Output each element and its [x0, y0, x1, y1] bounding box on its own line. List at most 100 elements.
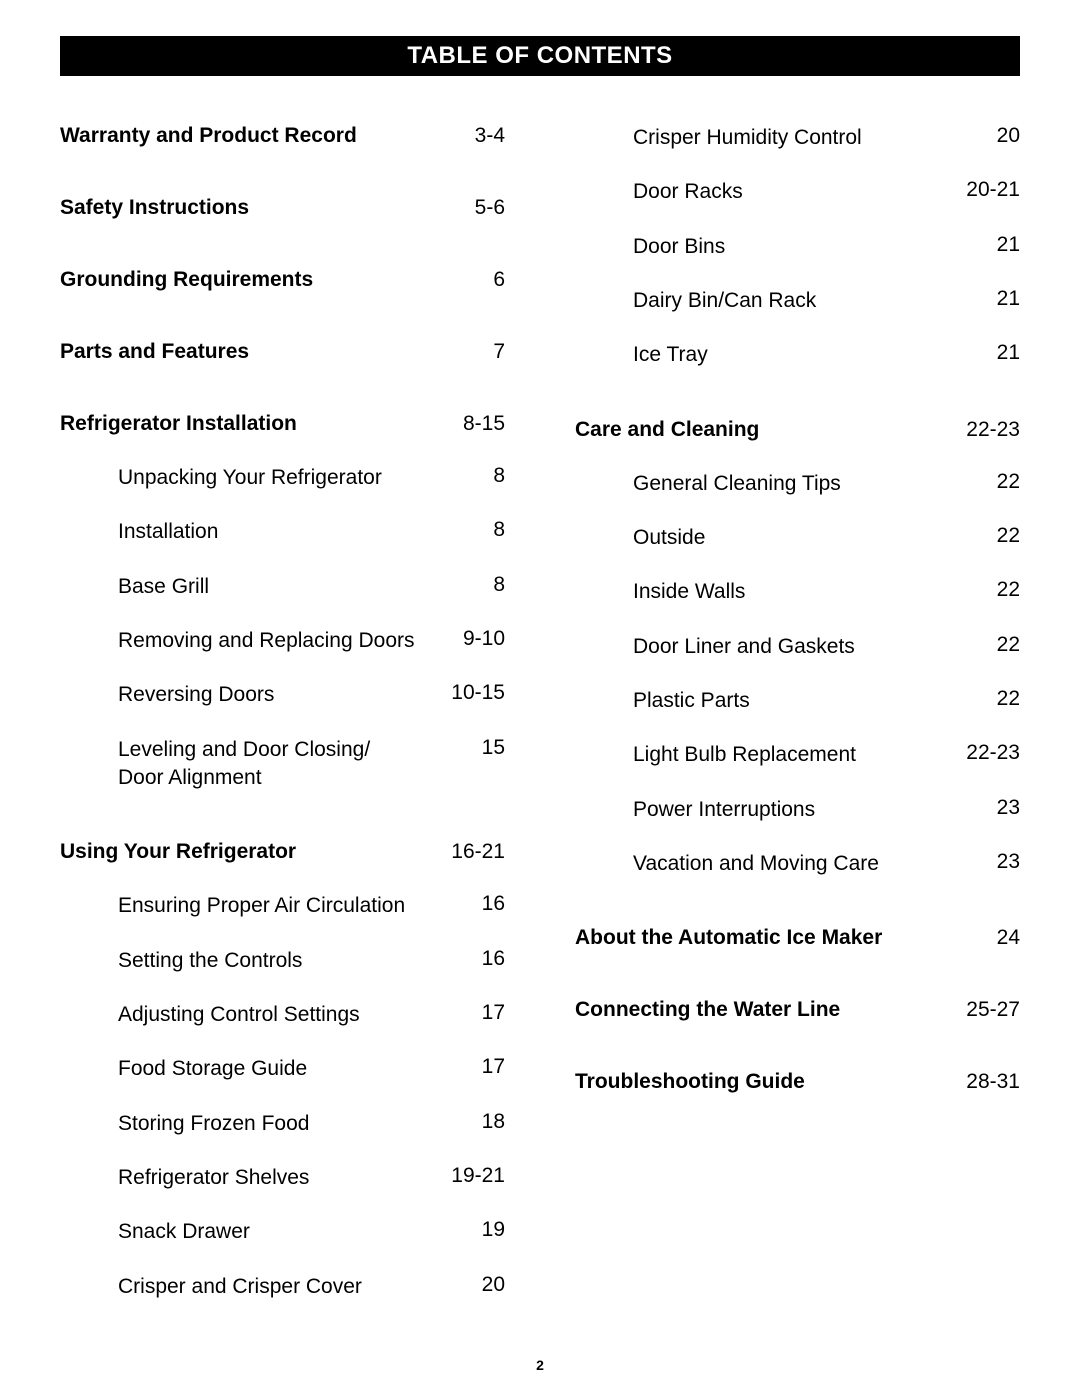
toc-section-page: 28-31: [960, 1070, 1020, 1094]
toc-sub-list: Unpacking Your Refrigerator8 Installation…: [60, 464, 505, 792]
toc-sub-item: Removing and Replacing Doors9-10: [118, 627, 505, 655]
toc-sub-page: 22: [960, 578, 1020, 602]
title-bar: TABLE OF CONTENTS: [60, 36, 1020, 76]
toc-sub-page: 17: [445, 1055, 505, 1079]
toc-sub-label: Snack Drawer: [118, 1218, 250, 1246]
toc-sub-page: 8: [445, 573, 505, 597]
toc-sub-label: Ensuring Proper Air Circulation: [118, 892, 405, 920]
toc-sub-item: Ensuring Proper Air Circulation 16: [118, 892, 505, 920]
toc-section-title: Safety Instructions: [60, 196, 249, 220]
toc-sub-item: Light Bulb Replacement22-23: [633, 741, 1020, 769]
toc-sub-label: Leveling and Door Closing/ Door Alignmen…: [118, 736, 420, 793]
toc-section-header: Connecting the Water Line25-27: [575, 998, 1020, 1022]
toc-section-page: 3-4: [445, 124, 505, 148]
toc-sub-item: Installation8: [118, 518, 505, 546]
toc-sub-label: Adjusting Control Settings: [118, 1001, 360, 1029]
toc-sub-label: Setting the Controls: [118, 947, 302, 975]
toc-sub-label: Refrigerator Shelves: [118, 1164, 309, 1192]
toc-section-title: Troubleshooting Guide: [575, 1070, 805, 1094]
toc-sub-label: Door Liner and Gaskets: [633, 633, 855, 661]
toc-section: Refrigerator Installation 8-15 Unpacking Y…: [60, 412, 505, 792]
toc-sub-item: Door Liner and Gaskets 22: [633, 633, 1020, 661]
toc-sub-label: Base Grill: [118, 573, 209, 601]
toc-section-header: Troubleshooting Guide 28-31: [575, 1070, 1020, 1094]
toc-sub-item: Ice Tray 21: [633, 341, 1020, 369]
toc-sub-page: 18: [445, 1110, 505, 1134]
toc-sub-item: Base Grill 8: [118, 573, 505, 601]
toc-section-header: About the Automatic Ice Maker 24: [575, 926, 1020, 950]
toc-sub-page: 15: [445, 736, 505, 760]
toc-sub-item: Unpacking Your Refrigerator8: [118, 464, 505, 492]
toc-sub-item: Crisper and Crisper Cover 20: [118, 1273, 505, 1301]
toc-section-page: 24: [960, 926, 1020, 950]
toc-sub-label: Crisper Humidity Control: [633, 124, 862, 152]
toc-sub-page: 20: [445, 1273, 505, 1297]
toc-sub-label: Reversing Doors: [118, 681, 274, 709]
toc-sub-label: Vacation and Moving Care: [633, 850, 879, 878]
toc-sub-label: Crisper and Crisper Cover: [118, 1273, 362, 1301]
toc-section: Troubleshooting Guide 28-31: [575, 1070, 1020, 1094]
toc-section-title: Refrigerator Installation: [60, 412, 297, 436]
toc-section-title: About the Automatic Ice Maker: [575, 926, 882, 950]
toc-sub-item: General Cleaning Tips22: [633, 470, 1020, 498]
toc-sub-item: Door Bins 21: [633, 233, 1020, 261]
toc-section-page: 16-21: [445, 840, 505, 864]
toc-sub-page: 21: [960, 233, 1020, 257]
toc-sub-page: 17: [445, 1001, 505, 1025]
toc-sub-page: 22: [960, 524, 1020, 548]
toc-sub-page: 21: [960, 287, 1020, 311]
toc-section: Warranty and Product Record 3-4: [60, 124, 505, 148]
toc-section-header: Using Your Refrigerator16-21: [60, 840, 505, 864]
page-number-text: 2: [536, 1357, 544, 1373]
toc-sub-label: Removing and Replacing Doors: [118, 627, 415, 655]
toc-sub-page: 23: [960, 850, 1020, 874]
toc-sub-page: 20: [960, 124, 1020, 148]
toc-sub-item: Vacation and Moving Care 23: [633, 850, 1020, 878]
toc-section-header: Care and Cleaning22-23: [575, 418, 1020, 442]
toc-sub-page: 16: [445, 892, 505, 916]
toc-sub-page: 20-21: [956, 178, 1020, 202]
toc-sub-item: Food Storage Guide 17: [118, 1055, 505, 1083]
toc-section: Grounding Requirements6: [60, 268, 505, 292]
toc-sub-item: Reversing Doors 10-15: [118, 681, 505, 709]
toc-section-header: Warranty and Product Record 3-4: [60, 124, 505, 148]
toc-sub-page: 22: [960, 470, 1020, 494]
toc-section: About the Automatic Ice Maker 24: [575, 926, 1020, 950]
title-text: TABLE OF CONTENTS: [407, 42, 672, 69]
toc-sub-label: Door Bins: [633, 233, 725, 261]
toc-section-header: Refrigerator Installation 8-15: [60, 412, 505, 436]
toc-sub-page: 22: [960, 633, 1020, 657]
toc-sub-label: Inside Walls: [633, 578, 745, 606]
toc-sub-label: Power Interruptions: [633, 796, 815, 824]
left-column: Warranty and Product Record 3-4 Safety Ins…: [60, 124, 505, 1349]
toc-sub-item: Outside22: [633, 524, 1020, 552]
toc-sub-item: Plastic Parts22: [633, 687, 1020, 715]
toc-section-title: Warranty and Product Record: [60, 124, 357, 148]
toc-section-page: 8-15: [445, 412, 505, 436]
toc-sub-page: 21: [960, 341, 1020, 365]
toc-sub-item: Power Interruptions 23: [633, 796, 1020, 824]
toc-section-title: Connecting the Water Line: [575, 998, 840, 1022]
toc-sub-item: Leveling and Door Closing/ Door Alignmen…: [118, 736, 505, 793]
toc-sub-label: Ice Tray: [633, 341, 708, 369]
toc-sub-item: Adjusting Control Settings 17: [118, 1001, 505, 1029]
toc-sub-list: Ensuring Proper Air Circulation 16 Setting…: [60, 892, 505, 1301]
toc-sub-page: 23: [960, 796, 1020, 820]
toc-section-page: 7: [445, 340, 505, 364]
toc-section-page: 5-6: [445, 196, 505, 220]
toc-sub-item: Storing Frozen Food 18: [118, 1110, 505, 1138]
toc-section-header: Parts and Features7: [60, 340, 505, 364]
toc-sub-label: Food Storage Guide: [118, 1055, 307, 1083]
toc-sub-item: Refrigerator Shelves19-21: [118, 1164, 505, 1192]
toc-section: Parts and Features7: [60, 340, 505, 364]
toc-sub-label: Plastic Parts: [633, 687, 750, 715]
toc-sub-item: Crisper Humidity Control 20: [633, 124, 1020, 152]
toc-sub-page: 10-15: [441, 681, 505, 705]
toc-sub-list: General Cleaning Tips22 Outside22 Inside W…: [575, 470, 1020, 879]
toc-section: Using Your Refrigerator16-21 Ensuring Pro…: [60, 840, 505, 1301]
toc-sub-label: Door Racks: [633, 178, 743, 206]
right-column: Crisper Humidity Control 20 Door Racks 20-2…: [575, 124, 1020, 1349]
toc-sub-label: Storing Frozen Food: [118, 1110, 309, 1138]
toc-section-title: Care and Cleaning: [575, 418, 759, 442]
toc-section: Connecting the Water Line25-27: [575, 998, 1020, 1022]
